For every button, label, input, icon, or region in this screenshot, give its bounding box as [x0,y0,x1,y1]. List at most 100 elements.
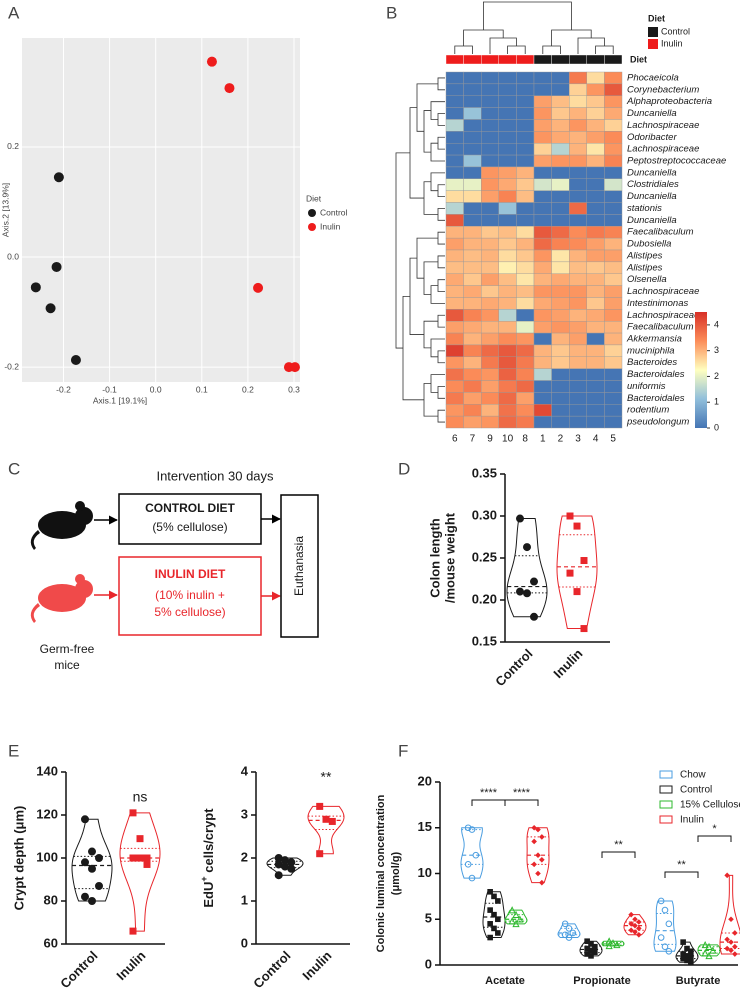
dendrogram [416,237,438,279]
group-cell [463,54,482,65]
legend-label: Chow [680,770,706,781]
heat-cell [586,190,605,203]
point [487,934,493,941]
heat-cell [498,83,517,96]
point [81,815,89,824]
dendrogram [595,45,614,54]
row-label: Akkermansia [626,334,682,345]
end-box [280,494,319,638]
row-label: Lachnospiraceae [627,286,699,297]
point [516,915,524,923]
x-tick-label: Control [250,948,293,991]
heat-cell [569,83,588,96]
heat-cell [498,344,517,357]
group-bar-label: Diet [630,54,647,64]
heat-cell [463,166,482,180]
legend-swatch [659,800,673,809]
x-tick-label: Butyrate [676,975,721,987]
point [487,921,493,927]
heat-cell [498,404,517,417]
heat-cell [586,415,605,429]
heat-cell [516,321,535,334]
dendrogram [437,113,445,126]
heat-cell [604,392,623,405]
heat-cell [533,261,552,274]
heat-cell [604,356,623,369]
group-cell [516,54,535,65]
heat-cell [586,71,605,85]
point [328,817,336,825]
heat-cell [586,404,605,417]
heat-cell [481,71,500,85]
heat-cell [463,202,482,215]
point [661,943,669,951]
heat-cell [516,178,535,191]
heat-cell [463,83,482,96]
heat-cell [551,415,570,429]
heat-cell [586,368,605,381]
heat-cell [463,285,482,298]
x-tick-label: Inulin [550,646,585,681]
heat-cell [604,119,623,132]
y-tick-label: 140 [36,763,58,778]
point [95,854,103,862]
heat-cell [445,237,464,251]
heat-cell [498,285,517,298]
point [539,879,545,886]
group-cell [533,54,552,65]
legend-label: 15% Cellulose [680,800,740,811]
x-tick-label: Propionate [573,975,630,987]
y-tick-label: 10 [418,865,432,880]
heat-cell [463,249,482,263]
point [129,809,137,817]
point [487,907,493,913]
heat-cell [604,142,623,156]
y-tick-label: 3 [241,806,248,821]
heat-cell [569,226,588,239]
heat-cell [604,71,623,85]
violin [556,515,598,630]
heat-cell [498,154,517,168]
heat-cell [445,309,464,322]
heat-cell [586,95,605,108]
y-tick-label: 0.25 [472,549,497,564]
heat-cell [604,214,623,227]
heat-cell [586,285,605,298]
point [684,945,690,952]
point [632,916,638,923]
panel-letter: F [398,741,408,760]
point [628,927,634,934]
heat-cell [498,332,517,346]
heat-cell [516,190,535,203]
subject-label: Germ-free [40,642,95,656]
heat-cell [516,142,535,156]
heat-cell [516,237,535,251]
heat-cell [516,415,535,429]
legend-label: Inulin [661,38,683,48]
heat-cell [551,356,570,369]
heat-cell [533,131,552,144]
heat-cell [604,249,623,263]
point [709,946,717,954]
dendrogram [437,279,445,292]
column-label: 9 [487,434,493,445]
point [724,872,730,879]
point [95,881,103,890]
heat-cell [551,154,570,168]
x-tick-label: -0.2 [56,384,71,394]
point [129,854,137,862]
heat-cell [516,214,535,227]
heat-cell [569,392,588,405]
heat-cell [586,261,605,274]
column-label: 8 [522,434,528,445]
point [561,920,569,928]
point [224,83,235,94]
heat-cell [569,321,588,334]
heat-cell [463,344,482,357]
heat-cell [569,119,588,132]
point [487,889,493,895]
point [732,943,738,950]
heat-cell [533,309,552,322]
diet-detail: (10% inulin + [155,588,225,602]
heat-cell [569,154,588,168]
